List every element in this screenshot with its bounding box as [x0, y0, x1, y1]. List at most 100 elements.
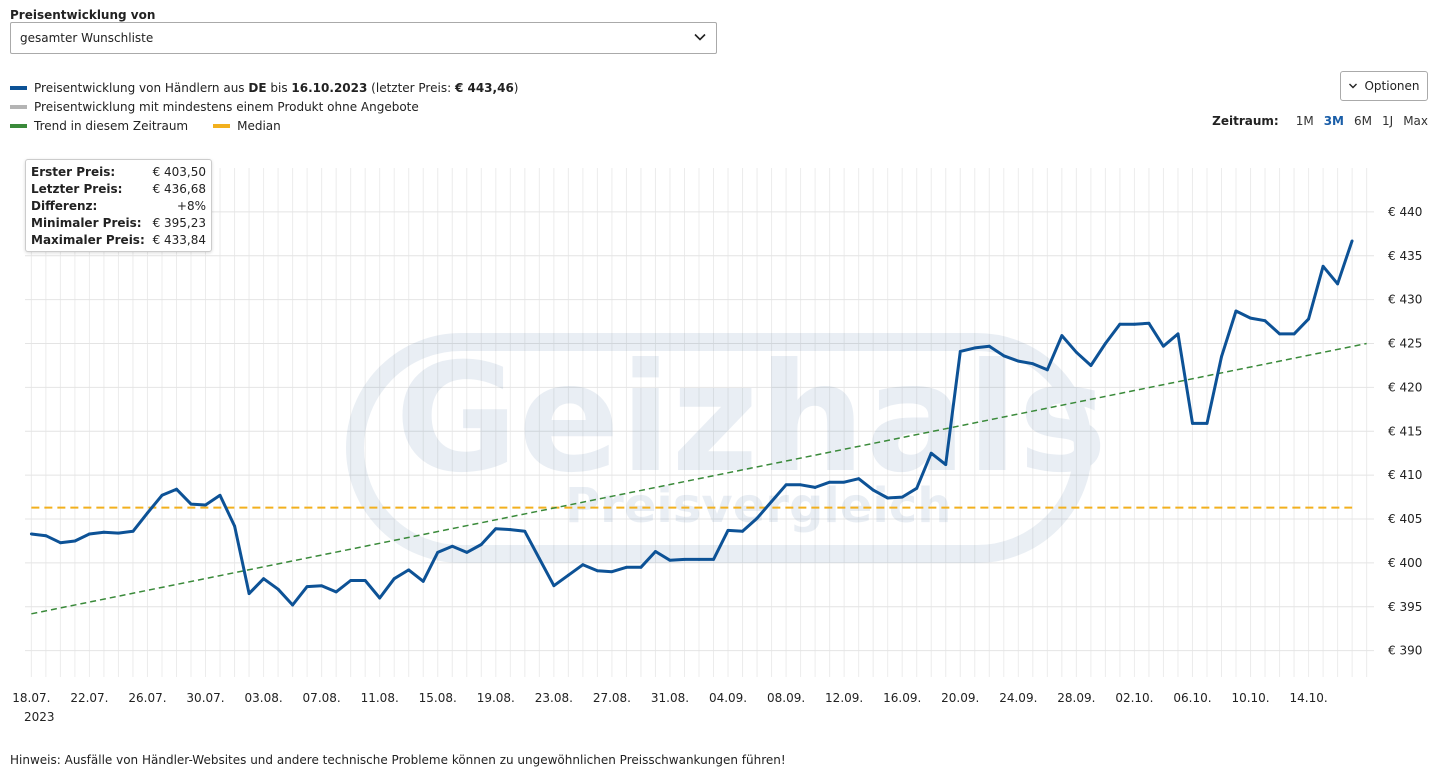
price-point: [900, 495, 904, 499]
legend-median-label[interactable]: Median: [237, 118, 281, 133]
price-point: [566, 573, 570, 577]
y-axis-labels: € 390 € 395 € 400 € 405 € 410 € 415 € 420 € 425…: [1388, 205, 1422, 658]
x-tick-label: 16.09.: [883, 691, 921, 705]
x-tick-label: 30.07.: [186, 691, 224, 705]
price-point: [160, 493, 164, 497]
chevron-down-icon: [694, 33, 706, 41]
stat-first-price: Erster Preis: € 403,50: [31, 164, 206, 179]
price-points: [29, 239, 1354, 607]
period-6m[interactable]: 6M: [1354, 114, 1372, 128]
price-point: [596, 569, 599, 573]
price-point: [625, 565, 628, 569]
y-tick-label: € 400: [1388, 556, 1422, 570]
price-point: [450, 544, 454, 548]
x-tick-label: 11.08.: [361, 691, 399, 705]
select-value: gesamter Wunschliste: [20, 31, 154, 45]
legend-open: (letzter Preis:: [371, 80, 452, 95]
price-point: [1060, 334, 1064, 338]
price-point: [131, 529, 135, 533]
price-point: [233, 524, 236, 528]
legend-trend-label[interactable]: Trend in diesem Zeitraum: [34, 118, 189, 133]
y-tick-label: € 395: [1388, 600, 1422, 614]
trend-swatch: [10, 123, 27, 128]
price-swatch: [10, 85, 27, 90]
price-point: [1263, 319, 1267, 323]
price-point: [813, 486, 817, 489]
price-point: [1205, 421, 1209, 425]
section-label: Preisentwicklung von: [10, 8, 156, 22]
price-point: [799, 483, 802, 487]
price-point: [88, 532, 91, 536]
x-tick-label: 12.09.: [825, 691, 863, 705]
x-tick-label: 14.10.: [1290, 691, 1328, 705]
price-point: [1234, 309, 1238, 313]
price-point: [1249, 316, 1252, 320]
price-point: [1002, 354, 1006, 358]
price-point: [1103, 342, 1107, 345]
x-tick-label: 06.10.: [1173, 691, 1211, 705]
disclaimer-note: Hinweis: Ausfälle von Händler-Websites u…: [10, 753, 786, 767]
price-point: [262, 577, 265, 581]
x-tick-label: 03.08.: [244, 691, 282, 705]
price-point: [29, 532, 33, 536]
price-point: [697, 558, 701, 561]
price-point: [73, 539, 77, 543]
x-tick-label: 02.10.: [1115, 691, 1153, 705]
x-tick-label: 24.09.: [999, 691, 1037, 705]
price-point: [1220, 355, 1223, 359]
wishlist-select[interactable]: gesamter Wunschliste: [10, 22, 717, 54]
y-tick-label: € 430: [1388, 293, 1422, 307]
period-1j[interactable]: 1J: [1382, 114, 1394, 128]
watermark-logo-subtext: Preisvergleich: [565, 478, 951, 534]
x-axis-year-label: 2023: [24, 710, 55, 724]
price-point: [1278, 332, 1281, 336]
stat-difference: Differenz: +8%: [31, 198, 206, 213]
price-point: [102, 530, 106, 534]
price-point: [683, 558, 686, 561]
y-tick-label: € 420: [1388, 380, 1422, 394]
price-point: [668, 558, 672, 562]
x-tick-label: 31.08.: [651, 691, 689, 705]
options-button[interactable]: Optionen: [1340, 71, 1428, 101]
chart-legend: Preisentwicklung von Händlern aus DE bis…: [10, 78, 518, 135]
price-point: [378, 596, 382, 600]
legend-item-price[interactable]: Preisentwicklung von Händlern aus DE bis…: [10, 78, 518, 97]
price-point: [770, 500, 773, 503]
chevron-down-icon: [1349, 83, 1358, 89]
no-offer-swatch: [10, 104, 27, 109]
legend-price-prefix: Preisentwicklung von Händlern aus: [34, 80, 245, 95]
y-tick-label: € 440: [1388, 205, 1422, 219]
legend-last-price: € 443,46: [454, 80, 514, 95]
price-point: [1147, 321, 1151, 325]
y-gridlines: [25, 211, 1374, 652]
options-label: Optionen: [1364, 79, 1420, 93]
median-swatch: [213, 123, 231, 128]
period-1m[interactable]: 1M: [1295, 114, 1314, 128]
price-point: [1133, 322, 1136, 326]
price-point: [146, 511, 149, 515]
price-point: [552, 584, 556, 588]
stat-max-price: Maximaler Preis: € 433,84: [31, 232, 206, 247]
price-point: [857, 477, 861, 481]
period-max[interactable]: Max: [1403, 114, 1428, 128]
trend-line: [31, 342, 1367, 615]
price-point: [755, 516, 759, 520]
price-point: [1292, 332, 1296, 336]
x-gridlines: [30, 168, 1368, 677]
price-point: [726, 529, 730, 532]
price-point: [1045, 368, 1049, 372]
price-point: [204, 503, 207, 507]
price-point: [465, 550, 469, 554]
price-point: [276, 587, 280, 591]
price-point: [784, 483, 788, 487]
price-point: [508, 528, 512, 531]
price-point: [842, 480, 846, 484]
price-point: [175, 487, 178, 491]
x-tick-label: 22.07.: [70, 691, 108, 705]
legend-item-no-offer[interactable]: Preisentwicklung mit mindestens einem Pr…: [10, 97, 518, 116]
period-3m[interactable]: 3M: [1323, 114, 1344, 128]
price-point: [987, 344, 991, 348]
price-point: [189, 502, 193, 506]
y-tick-label: € 405: [1388, 512, 1422, 526]
stat-last-price: Letzter Preis: € 436,68: [31, 181, 206, 196]
